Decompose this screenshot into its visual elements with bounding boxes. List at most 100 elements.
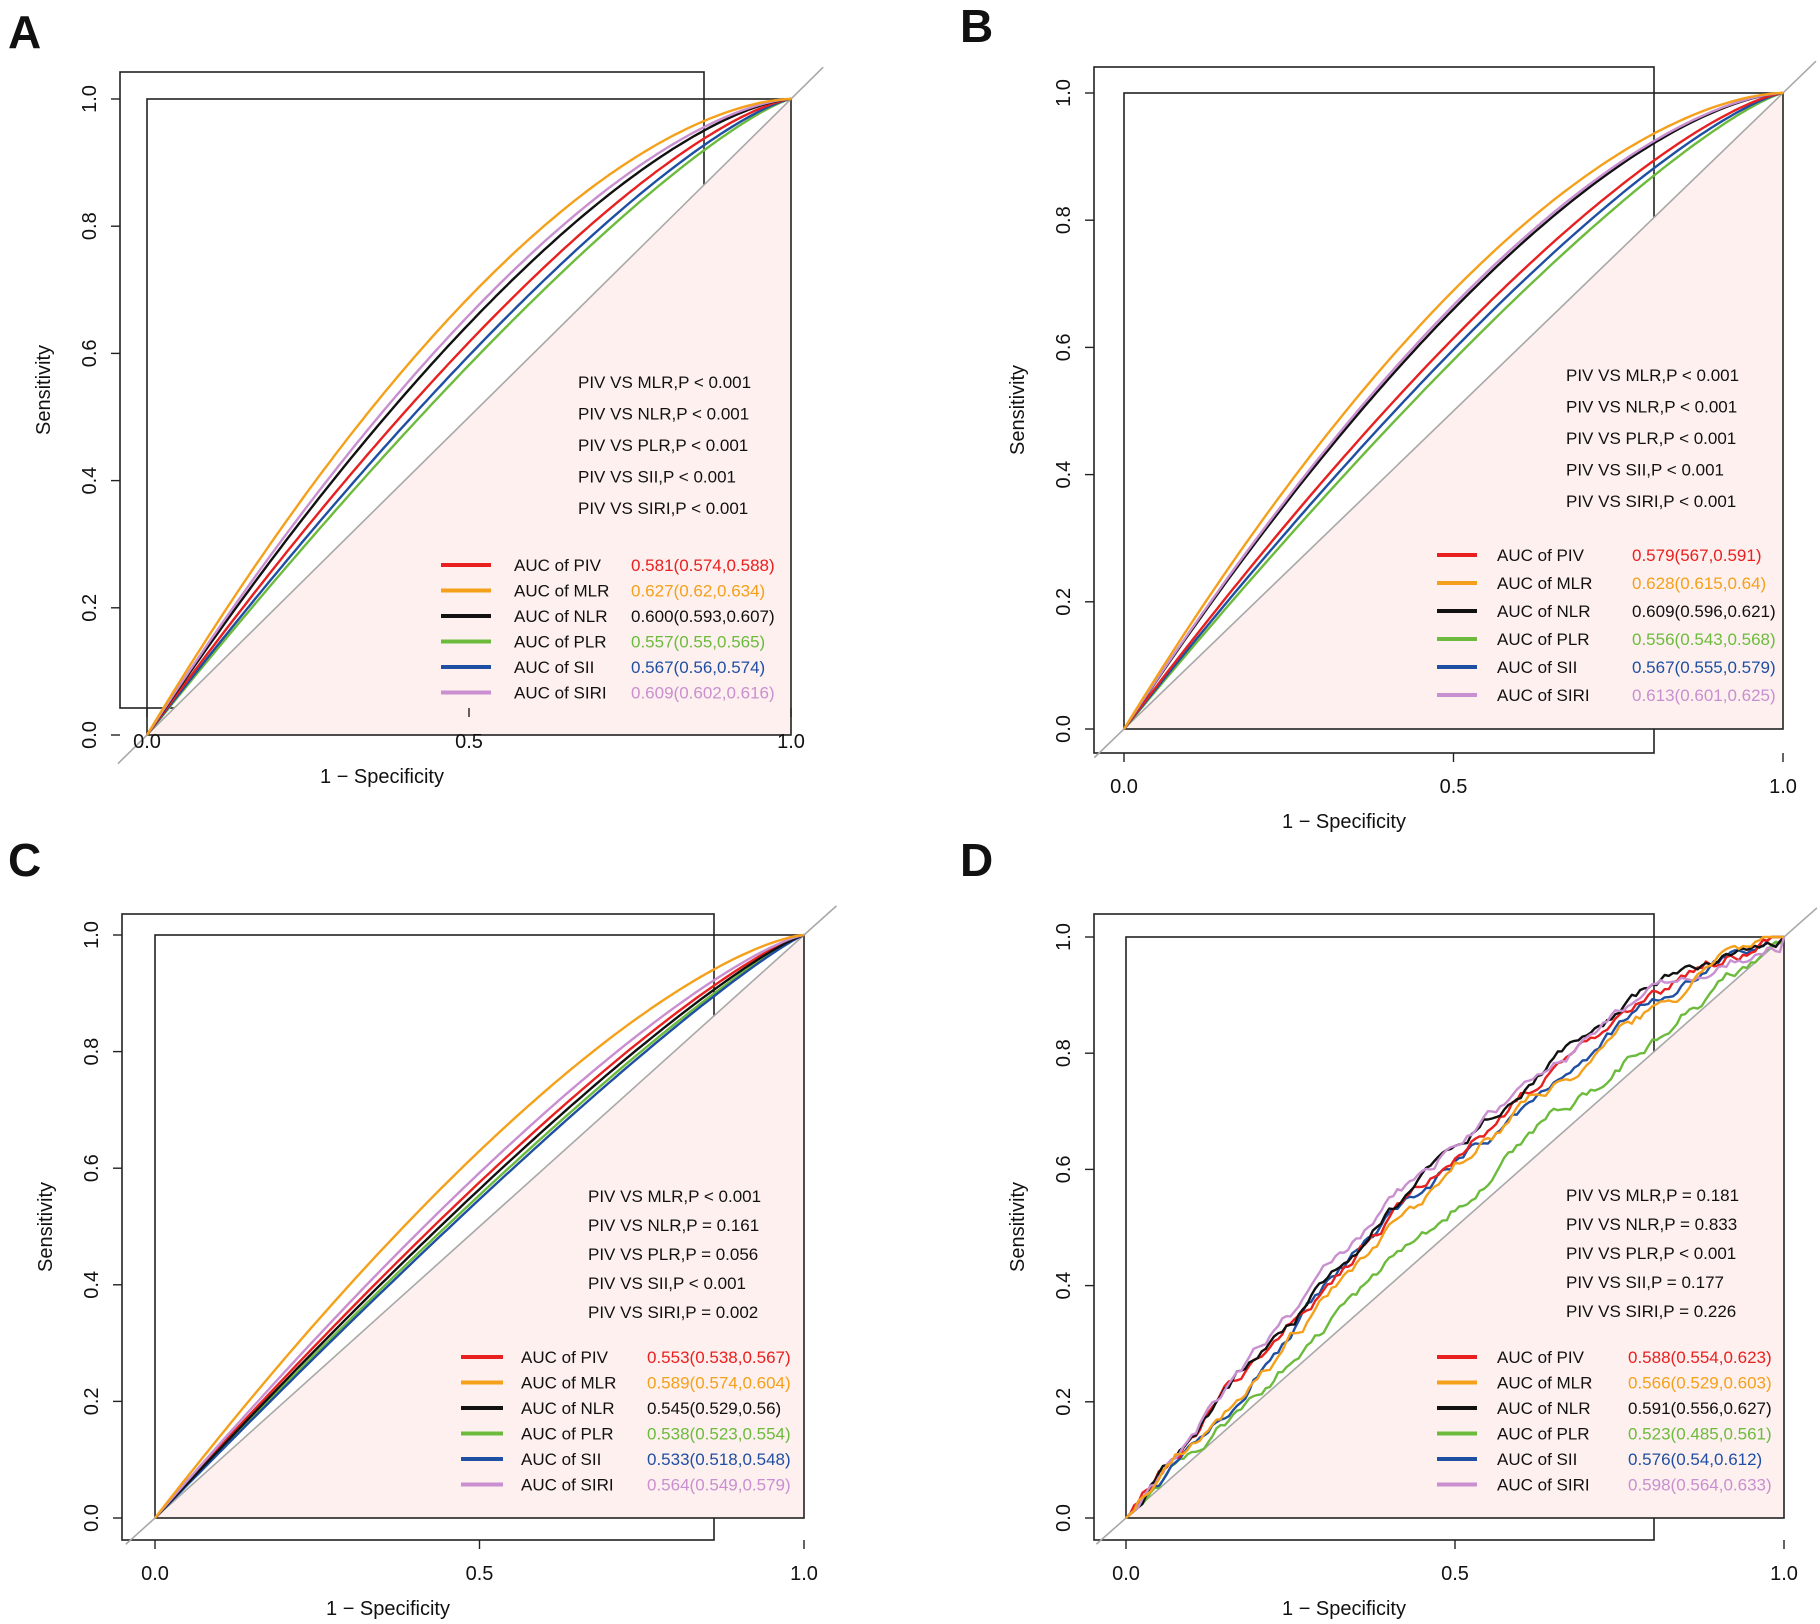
x-tick-label: 0.0 xyxy=(133,731,161,753)
legend-auc-value: 0.567(0.555,0.579) xyxy=(1632,658,1776,677)
y-tick-label: 0.4 xyxy=(81,1271,103,1299)
roc-curve-plr xyxy=(154,933,805,1519)
roc-curve-siri xyxy=(154,933,805,1519)
x-tick-label: 0.0 xyxy=(1110,776,1138,798)
reference-diagonal xyxy=(1093,60,1817,759)
legend-label: AUC of PLR xyxy=(521,1425,614,1444)
roc-curve-mlr xyxy=(154,933,805,1519)
legend-label: AUC of PIV xyxy=(514,556,602,575)
roc-curve-piv xyxy=(146,97,792,736)
y-tick-label: 1.0 xyxy=(1053,79,1075,107)
y-tick-label: 1.0 xyxy=(1053,923,1075,951)
roc-curve-nlr xyxy=(146,97,792,736)
legend-label: AUC of PIV xyxy=(1497,546,1585,565)
roc-curve-plr xyxy=(1125,936,1786,1519)
comparison-text: PIV VS SII,P < 0.001 xyxy=(1566,461,1724,480)
x-axis-label: 1 − Specificity xyxy=(320,766,444,788)
y-tick-label: 0.8 xyxy=(1053,206,1075,234)
x-tick-label: 0.5 xyxy=(455,731,483,753)
y-tick-label: 0.4 xyxy=(1053,1272,1075,1300)
comparison-text: PIV VS PLR,P = 0.056 xyxy=(588,1245,758,1264)
y-tick-label: 0.4 xyxy=(1053,461,1075,489)
y-tick-label: 0.2 xyxy=(81,1387,103,1415)
comparison-text: PIV VS NLR,P < 0.001 xyxy=(578,405,749,424)
legend-label: AUC of NLR xyxy=(1497,602,1591,621)
roc-curve-plr xyxy=(146,97,792,736)
y-tick-label: 1.0 xyxy=(81,921,103,949)
roc-curve-sii xyxy=(154,933,805,1519)
reference-diagonal xyxy=(125,905,837,1545)
legend-auc-value: 0.609(0.602,0.616) xyxy=(631,684,775,703)
roc-curve-siri xyxy=(1122,91,1784,730)
roc-curve-nlr xyxy=(1123,91,1784,730)
x-tick-label: 1.0 xyxy=(1770,1563,1798,1585)
legend-label: AUC of MLR xyxy=(1497,574,1592,593)
y-axis-label: Sensitivity xyxy=(33,345,55,435)
legend-label: AUC of SIRI xyxy=(1497,686,1590,705)
legend-label: AUC of NLR xyxy=(521,1399,615,1418)
roc-curve-siri xyxy=(145,97,792,736)
legend-auc-value: 0.556(0.543,0.568) xyxy=(1632,630,1776,649)
legend-auc-value: 0.579(567,0.591) xyxy=(1632,546,1762,565)
legend-auc-value: 0.609(0.596,0.621) xyxy=(1632,602,1776,621)
comparison-text: PIV VS MLR,P < 0.001 xyxy=(588,1187,761,1206)
legend-label: AUC of SIRI xyxy=(1497,1476,1590,1495)
roc-curve-sii xyxy=(146,97,792,736)
legend-auc-value: 0.533(0.518,0.548) xyxy=(647,1450,791,1469)
legend-auc-value: 0.627(0.62,0.634) xyxy=(631,582,765,601)
y-tick-label: 0.0 xyxy=(1053,715,1075,743)
legend-auc-value: 0.538(0.523,0.554) xyxy=(647,1425,791,1444)
comparison-text: PIV VS MLR,P = 0.181 xyxy=(1566,1186,1739,1205)
legend-label: AUC of SII xyxy=(521,1450,601,1469)
y-tick-label: 0.8 xyxy=(81,1038,103,1066)
y-tick-label: 0.6 xyxy=(1053,1155,1075,1183)
roc-curve-mlr xyxy=(145,97,792,736)
legend-auc-value: 0.613(0.601,0.625) xyxy=(1632,686,1776,705)
y-tick-label: 1.0 xyxy=(79,85,101,113)
y-tick-label: 0.6 xyxy=(79,339,101,367)
comparison-text: PIV VS SII,P = 0.177 xyxy=(1566,1273,1724,1292)
y-axis-label: Sensitivity xyxy=(1007,1182,1029,1272)
roc-curve-mlr xyxy=(1122,91,1784,730)
x-axis-label: 1 − Specificity xyxy=(1282,1598,1406,1620)
x-axis-label: 1 − Specificity xyxy=(1282,811,1406,833)
panel-letter: C xyxy=(8,834,41,886)
comparison-text: PIV VS SII,P < 0.001 xyxy=(578,468,736,487)
roc-curve-mlr xyxy=(1125,935,1784,1519)
comparison-text: PIV VS PLR,P < 0.001 xyxy=(1566,429,1736,448)
y-tick-label: 0.6 xyxy=(81,1154,103,1182)
legend-label: AUC of SIRI xyxy=(521,1476,614,1495)
legend-auc-value: 0.564(0.549,0.579) xyxy=(647,1476,791,1495)
unit-square xyxy=(1125,936,1785,1519)
y-tick-label: 0.2 xyxy=(1053,1388,1075,1416)
panel-letter: A xyxy=(8,6,41,58)
roc-curve-piv xyxy=(1123,91,1784,730)
x-tick-label: 0.5 xyxy=(1440,776,1468,798)
panel-b: B 0.0 0.2 0.4 0.6 0.8 1.0 0.0 0.5 1.0 1 − Specific… xyxy=(960,0,1817,833)
legend-label: AUC of PLR xyxy=(514,633,607,652)
panel-letter: D xyxy=(960,834,993,886)
y-tick-label: 0.0 xyxy=(1053,1504,1075,1532)
legend-label: AUC of SII xyxy=(1497,1450,1577,1469)
roc-curve-piv xyxy=(154,933,805,1519)
legend-label: AUC of NLR xyxy=(1497,1399,1591,1418)
panel-a: A 0.0 0.2 0.4 0.6 0.8 1.0 0.0 0.5 1.0 1 − Specific… xyxy=(8,6,824,788)
y-tick-label: 0.2 xyxy=(79,594,101,622)
panel-c: C 0.0 0.2 0.4 0.6 0.8 1.0 0.0 0.5 1.0 1 − Specific… xyxy=(8,834,837,1620)
y-tick-label: 0.8 xyxy=(1053,1039,1075,1067)
legend-auc-value: 0.566(0.529,0.603) xyxy=(1628,1374,1772,1393)
legend-auc-value: 0.557(0.55,0.565) xyxy=(631,633,765,652)
comparison-text: PIV VS PLR,P < 0.001 xyxy=(1566,1244,1736,1263)
roc-curve-siri xyxy=(1125,936,1786,1519)
legend-label: AUC of NLR xyxy=(514,607,608,626)
x-tick-label: 1.0 xyxy=(1769,776,1797,798)
legend-auc-value: 0.581(0.574,0.588) xyxy=(631,556,775,575)
comparison-text: PIV VS SIRI,P = 0.002 xyxy=(588,1303,758,1322)
x-tick-label: 1.0 xyxy=(777,731,805,753)
legend-auc-value: 0.576(0.54,0.612) xyxy=(1628,1450,1762,1469)
y-axis-label: Sensitivity xyxy=(35,1182,57,1272)
comparison-text: PIV VS NLR,P = 0.161 xyxy=(588,1216,759,1235)
legend-label: AUC of SII xyxy=(514,658,594,677)
roc-curve-plr xyxy=(1123,91,1784,730)
